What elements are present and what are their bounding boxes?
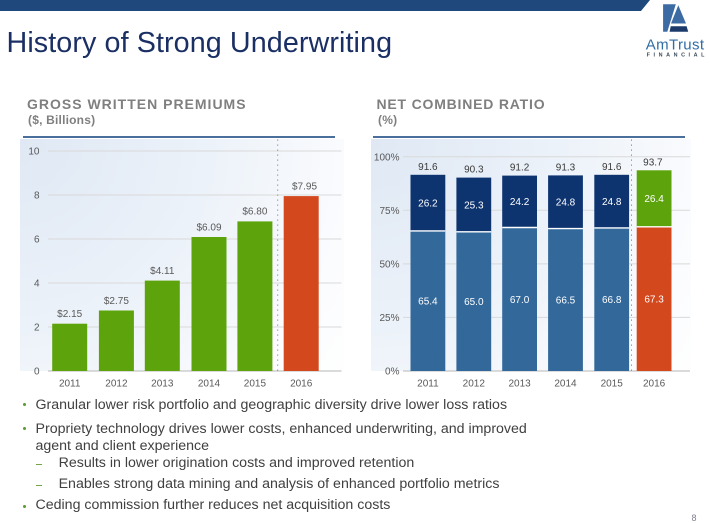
- svg-text:25.3: 25.3: [464, 200, 484, 211]
- svg-text:91.6: 91.6: [602, 162, 622, 173]
- svg-text:2012: 2012: [105, 378, 128, 389]
- svg-text:67.3: 67.3: [644, 295, 664, 306]
- svg-text:75%: 75%: [379, 206, 399, 217]
- svg-text:0: 0: [34, 367, 40, 378]
- svg-text:0%: 0%: [385, 367, 400, 378]
- svg-text:67.0: 67.0: [510, 295, 530, 306]
- svg-text:8: 8: [34, 191, 40, 202]
- svg-text:$6.09: $6.09: [196, 222, 221, 233]
- svg-text:24.8: 24.8: [556, 198, 576, 209]
- svg-text:91.3: 91.3: [556, 162, 576, 173]
- svg-text:6: 6: [34, 235, 40, 246]
- svg-text:2016: 2016: [290, 378, 313, 389]
- svg-text:65.0: 65.0: [464, 297, 484, 308]
- svg-text:2011: 2011: [417, 378, 439, 389]
- svg-text:2015: 2015: [601, 378, 624, 389]
- svg-text:4: 4: [34, 279, 40, 290]
- svg-text:90.3: 90.3: [464, 165, 484, 176]
- svg-text:2: 2: [34, 323, 40, 334]
- svg-text:AmTrust: AmTrust: [646, 36, 705, 53]
- svg-text:24.8: 24.8: [602, 197, 622, 208]
- svg-text:$2.75: $2.75: [104, 296, 129, 307]
- svg-text:91.2: 91.2: [510, 163, 530, 174]
- svg-text:65.4: 65.4: [418, 297, 438, 308]
- svg-text:$6.80: $6.80: [242, 207, 267, 218]
- svg-text:66.8: 66.8: [602, 295, 622, 306]
- svg-text:2015: 2015: [244, 378, 267, 389]
- svg-text:50%: 50%: [379, 260, 399, 271]
- svg-text:91.6: 91.6: [418, 162, 438, 173]
- svg-text:2014: 2014: [198, 378, 221, 389]
- svg-text:2014: 2014: [554, 378, 577, 389]
- svg-text:26.4: 26.4: [644, 194, 664, 205]
- svg-text:10: 10: [28, 147, 40, 158]
- svg-text:24.2: 24.2: [510, 197, 530, 208]
- svg-text:66.5: 66.5: [556, 295, 576, 306]
- svg-text:25%: 25%: [379, 313, 399, 324]
- svg-text:$7.95: $7.95: [292, 181, 317, 192]
- svg-text:100%: 100%: [374, 152, 400, 163]
- svg-text:93.7: 93.7: [643, 157, 663, 168]
- svg-text:2011: 2011: [59, 378, 81, 389]
- svg-text:2013: 2013: [151, 378, 174, 389]
- svg-text:2012: 2012: [463, 378, 486, 389]
- svg-text:$4.11: $4.11: [150, 266, 175, 277]
- svg-text:2013: 2013: [508, 378, 531, 389]
- svg-text:FINANCIAL: FINANCIAL: [647, 52, 708, 58]
- svg-text:2016: 2016: [643, 378, 666, 389]
- svg-text:26.2: 26.2: [418, 199, 438, 210]
- svg-text:$2.15: $2.15: [57, 309, 82, 320]
